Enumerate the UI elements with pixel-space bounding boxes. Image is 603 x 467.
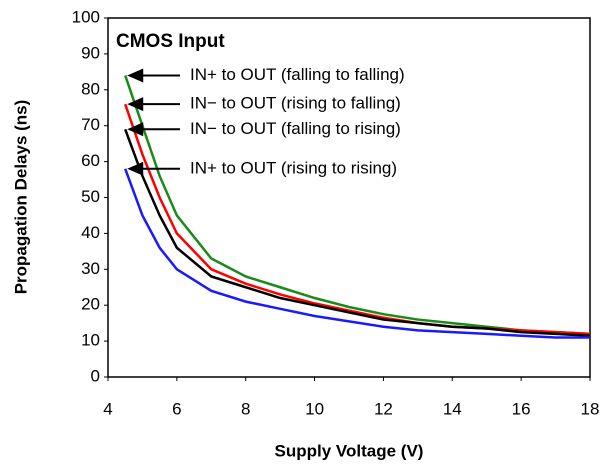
series-line [124, 168, 590, 339]
x-tick-label: 4 [103, 399, 112, 418]
x-tick-label: 18 [581, 399, 600, 418]
series-line [124, 128, 591, 337]
y-tick-label: 40 [81, 223, 100, 242]
y-tick-label: 70 [81, 115, 100, 134]
legend-label: IN+ to OUT (falling to falling) [190, 65, 405, 84]
legend-label: IN− to OUT (rising to falling) [190, 94, 401, 113]
y-tick-label: 90 [81, 43, 100, 62]
legend-label: IN− to OUT (falling to rising) [190, 119, 401, 138]
x-tick-label: 8 [241, 399, 250, 418]
x-axis-title: Supply Voltage (V) [275, 441, 424, 460]
y-tick-label: 20 [81, 295, 100, 314]
y-tick-label: 60 [81, 151, 100, 170]
y-tick-label: 10 [81, 331, 100, 350]
series-line [124, 103, 591, 336]
x-tick-label: 6 [172, 399, 181, 418]
y-tick-label: 50 [81, 187, 100, 206]
legend-arrowhead [127, 97, 144, 112]
x-tick-label: 10 [305, 399, 324, 418]
legend-arrowhead [127, 68, 144, 83]
series-line [124, 75, 591, 336]
x-tick-label: 12 [374, 399, 393, 418]
y-tick-label: 0 [91, 366, 100, 385]
y-axis-title: Propagation Delays (ns) [11, 100, 30, 295]
x-tick-label: 14 [443, 399, 462, 418]
x-tick-label: 16 [512, 399, 531, 418]
y-tick-label: 30 [81, 259, 100, 278]
y-tick-label: 80 [81, 79, 100, 98]
annotation: CMOS Input [116, 31, 225, 52]
legend-arrowhead [127, 122, 144, 137]
y-tick-label: 100 [72, 7, 100, 26]
legend-arrowhead [127, 161, 144, 176]
legend-label: IN+ to OUT (rising to rising) [190, 158, 397, 177]
